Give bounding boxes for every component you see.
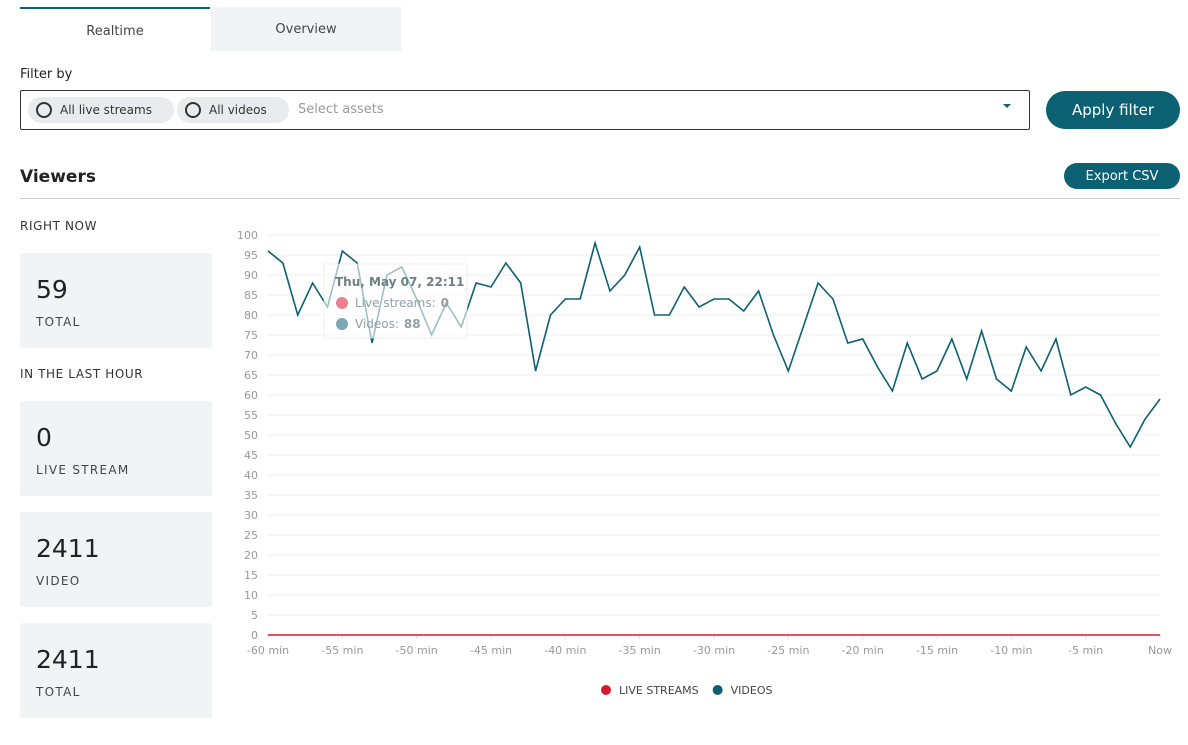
y-tick-label: 40 (244, 469, 258, 482)
y-tick-label: 10 (244, 589, 258, 602)
tooltip-box (323, 263, 468, 339)
tooltip-dot (336, 297, 348, 309)
x-tick-label: -50 min (396, 644, 438, 657)
tab[interactable]: Overview (211, 7, 401, 51)
stat-label: TOTAL (36, 685, 81, 699)
apply-button[interactable]: Apply filter (1046, 91, 1180, 129)
tab[interactable]: Realtime (20, 7, 210, 53)
tooltip-value: 88 (404, 317, 421, 331)
stat-value: 2411 (36, 534, 100, 563)
stat-value: 59 (36, 275, 68, 304)
stat-heading: IN THE LAST HOUR (20, 367, 144, 381)
dropdown-arrow[interactable] (1003, 104, 1011, 108)
y-tick-label: 80 (244, 309, 258, 322)
tooltip-label: Videos: (355, 317, 399, 331)
tooltip-label: Live streams: (355, 296, 436, 310)
chart: 0 5 10 15 20 25 30 35 40 45 50 55 60 65 70 75 80 85 90 95 10… (237, 229, 1172, 697)
stat-value: 2411 (36, 645, 100, 674)
chip[interactable]: All videos (177, 97, 289, 123)
x-tick-label: -10 min (990, 644, 1032, 657)
divider (20, 198, 1180, 199)
legend-label: LIVE STREAMS (619, 684, 699, 697)
y-tick-label: 60 (244, 389, 258, 402)
y-tick-label: 85 (244, 289, 258, 302)
y-tick-label: 95 (244, 249, 258, 262)
y-tick-label: 0 (251, 629, 258, 642)
y-tick-label: 35 (244, 489, 258, 502)
tooltip-value: 0 (441, 296, 449, 310)
placeholder: Select assets (298, 102, 384, 117)
y-tick-label: 45 (244, 449, 258, 462)
tooltip: Thu, May 07, 22:11 Live streams: 0 Videos: 8… (323, 263, 468, 339)
y-tick-label: 5 (251, 609, 258, 622)
stat-label: TOTAL (36, 315, 81, 329)
x-tick-label: -15 min (916, 644, 958, 657)
stat-heading: RIGHT NOW (20, 219, 98, 233)
legend-dot (712, 685, 723, 695)
filter-box[interactable] (20, 90, 1030, 130)
y-tick-label: 90 (244, 269, 258, 282)
x-tick-label: -45 min (470, 644, 512, 657)
stat-card: 0 LIVE STREAM (20, 401, 212, 496)
x-tick-label: Now (1148, 644, 1172, 657)
filter-label: Filter by (20, 67, 73, 82)
x-tick-label: -35 min (619, 644, 661, 657)
chip-text: All videos (209, 103, 267, 117)
legend-label: VIDEOS (731, 684, 773, 697)
y-tick-label: 100 (237, 229, 258, 242)
stat-label: VIDEO (36, 574, 81, 588)
y-tick-label: 20 (244, 549, 258, 562)
y-tick-label: 65 (244, 369, 258, 382)
export-button[interactable]: Export CSV (1064, 163, 1180, 189)
stat-label: LIVE STREAM (36, 463, 130, 477)
chip[interactable]: All live streams (28, 97, 174, 123)
y-tick-label: 55 (244, 409, 258, 422)
x-tick-label: -5 min (1068, 644, 1103, 657)
x-tick-label: -55 min (321, 644, 363, 657)
stat-card: 2411 TOTAL (20, 623, 212, 718)
y-tick-label: 25 (244, 529, 258, 542)
stat-card: 2411 VIDEO (20, 512, 212, 607)
chip-text: All live streams (60, 103, 152, 117)
stat-value: 0 (36, 423, 52, 452)
x-tick-label: -30 min (693, 644, 735, 657)
x-tick-label: -25 min (767, 644, 809, 657)
tooltip-dot (336, 318, 348, 330)
y-tick-label: 15 (244, 569, 258, 582)
x-tick-label: -60 min (247, 644, 289, 657)
y-tick-label: 70 (244, 349, 258, 362)
y-tick-label: 50 (244, 429, 258, 442)
tooltip-title: Thu, May 07, 22:11 (335, 275, 464, 289)
stat-card: 59 TOTAL (20, 253, 212, 348)
x-tick-label: -40 min (544, 644, 586, 657)
y-tick-label: 75 (244, 329, 258, 342)
y-tick-label: 30 (244, 509, 258, 522)
section-title: Viewers (20, 167, 96, 187)
legend-dot (601, 685, 611, 695)
x-tick-label: -20 min (842, 644, 884, 657)
